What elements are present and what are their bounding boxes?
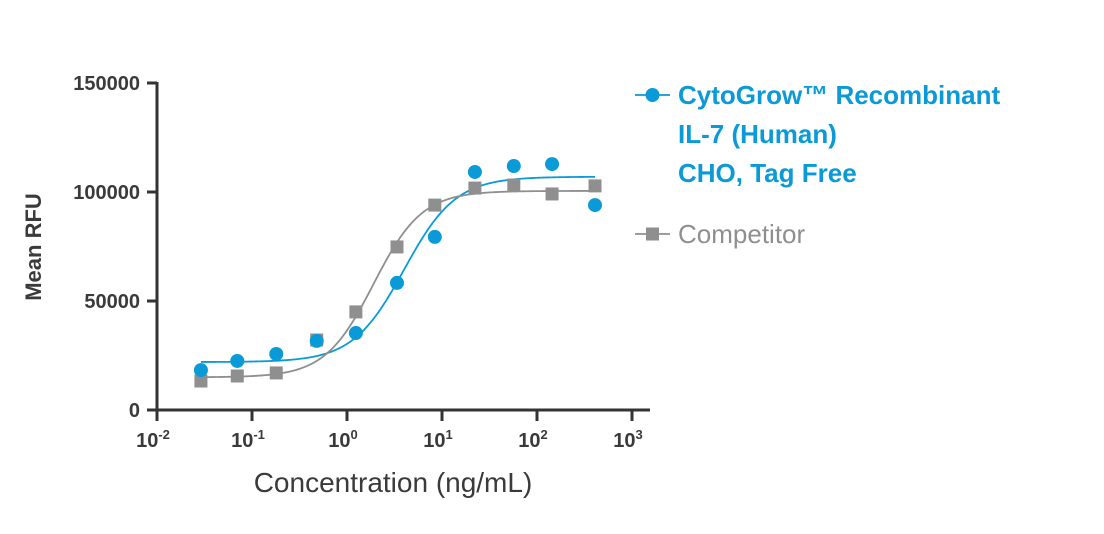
data-point-square: [507, 178, 521, 192]
data-point-circle: [309, 333, 324, 348]
x-tick-label: 10-1: [231, 427, 265, 452]
data-point-circle: [506, 159, 521, 174]
data-point-square: [588, 179, 602, 193]
x-ticks: 10-2 10-1 100 101 102 103: [136, 410, 643, 452]
legend-label: CHO, Tag Free: [678, 158, 857, 188]
x-tick-label: 101: [423, 427, 452, 452]
y-ticks: 0 50000 100000 150000: [73, 73, 157, 422]
legend-marker-square: [646, 227, 659, 241]
legend-item: Competitor: [635, 219, 805, 249]
fit-curve-series-0: [200, 175, 596, 363]
data-point-square: [468, 181, 482, 195]
data-point-square: [269, 366, 283, 380]
x-tick-label: 103: [613, 427, 642, 452]
y-tick-label: 100000: [73, 182, 140, 204]
legend-label: IL-7 (Human): [678, 119, 837, 149]
legend-marker-circle: [645, 88, 660, 102]
y-tick-label: 0: [129, 400, 140, 422]
y-tick-label: 50000: [84, 291, 140, 313]
x-tick-label: 100: [328, 427, 357, 452]
data-point-square: [349, 305, 363, 319]
data-point-square: [428, 198, 442, 212]
data-point-square: [390, 240, 404, 254]
data-point-circle: [545, 157, 560, 172]
legend-label: CytoGrow™ Recombinant: [678, 80, 1000, 110]
legend-item: CytoGrow™ Recombinant IL-7 (Human) CHO, Ta…: [635, 80, 1000, 188]
y-tick-label: 150000: [73, 73, 140, 95]
data-point-square: [545, 187, 559, 201]
y-axis-title: Mean RFU: [21, 193, 46, 301]
x-tick-label: 10-2: [136, 427, 170, 452]
legend-label: Competitor: [678, 219, 805, 249]
data-point-circle: [348, 326, 363, 341]
legend: CytoGrow™ Recombinant IL-7 (Human) CHO, Ta…: [635, 80, 1000, 249]
x-axis-title: Concentration (ng/mL): [254, 467, 533, 498]
data-point-circle: [427, 229, 442, 244]
axes: [147, 82, 650, 420]
data-point-square: [230, 369, 244, 383]
data-points: [193, 157, 603, 388]
data-point-circle: [269, 346, 284, 361]
data-point-circle: [588, 198, 603, 213]
data-point-circle: [230, 353, 245, 368]
data-point-square: [194, 374, 208, 388]
data-point-circle: [467, 164, 482, 179]
data-point-circle: [390, 275, 405, 290]
x-tick-label: 102: [518, 427, 547, 452]
data-point-circle: [193, 363, 208, 378]
